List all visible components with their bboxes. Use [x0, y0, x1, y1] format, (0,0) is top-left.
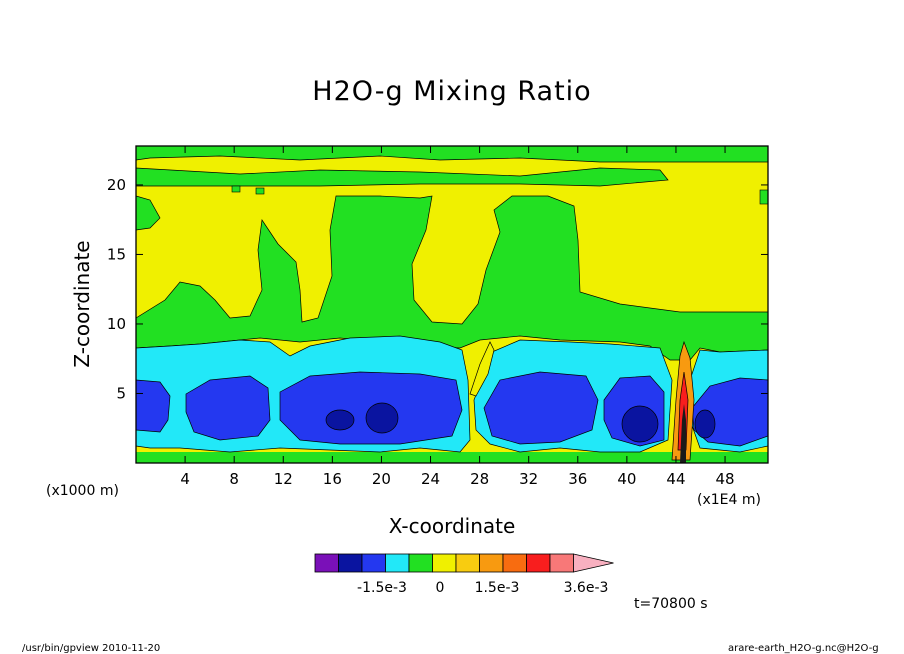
y-tick-label: 15: [107, 245, 126, 263]
colorbar-swatch: [361, 553, 386, 573]
y-tick-label: 20: [107, 176, 126, 194]
colorbar-swatch: [385, 553, 410, 573]
small-green-patch: [759, 189, 768, 205]
colorbar-label: -1.5e-3: [357, 580, 407, 596]
colorbar-swatch: [526, 553, 551, 573]
top-green-band: [136, 146, 768, 163]
x-tick-label: 48: [716, 470, 735, 488]
colorbar-swatch: [455, 553, 480, 573]
x-tick-label: 36: [568, 470, 587, 488]
x-tick-label: 4: [180, 470, 190, 488]
x-tick-label: 44: [666, 470, 685, 488]
x-tick-label: 8: [229, 470, 239, 488]
y-axis-label: Z-coordinate: [70, 240, 94, 368]
dark-core-1: [325, 409, 355, 431]
x-tick-label: 32: [519, 470, 538, 488]
anomaly-dark: [680, 404, 686, 463]
yellow-tongue: [469, 341, 495, 397]
time-label: t=70800 s: [634, 596, 708, 612]
blue-cell-4: [483, 371, 599, 445]
x-tick-label: 12: [274, 470, 293, 488]
contour-fill: [136, 146, 768, 463]
small-green-patch: [231, 185, 241, 193]
chart-title: H2O-g Mixing Ratio: [312, 76, 592, 107]
colorbar-swatch: [314, 553, 339, 573]
dark-core-3: [621, 405, 659, 443]
dark-core-4: [694, 409, 716, 439]
plot-frame: [135, 145, 769, 464]
colorbar: -1.5e-3 0 1.5e-3 3.6e-3: [314, 553, 614, 596]
bottom-green: [136, 452, 768, 463]
colorbar-swatch: [338, 553, 363, 573]
x-tick-label: 24: [421, 470, 440, 488]
y-tick-label: 10: [107, 315, 126, 333]
footer-right: arare-earth_H2O-g.nc@H2O-g: [728, 643, 879, 654]
x-unit-left: (x1000 m): [46, 483, 119, 499]
green-mid-layer: [136, 195, 161, 231]
colorbar-swatch: [549, 553, 574, 573]
footer-left: /usr/bin/gpview 2010-11-20: [22, 643, 161, 654]
x-axis-label: X-coordinate: [388, 514, 516, 538]
colorbar-label: 1.5e-3: [475, 580, 520, 596]
colorbar-label: 0: [436, 580, 445, 596]
x-tick-label: 16: [323, 470, 342, 488]
colorbar-swatch: [502, 553, 527, 573]
colorbar-swatch: [408, 553, 433, 573]
dark-core-2: [365, 402, 399, 434]
colorbar-swatch: [479, 553, 504, 573]
x-tick-label: 28: [470, 470, 489, 488]
x-unit-right: (x1E4 m): [697, 492, 761, 508]
y-tick-label: 5: [116, 384, 126, 402]
blue-cell-2: [185, 375, 271, 441]
colorbar-arrow: [573, 553, 614, 573]
green-lower-layer: [136, 195, 768, 361]
x-tick-label: 40: [617, 470, 636, 488]
colorbar-label: 3.6e-3: [564, 580, 609, 596]
green-band-20: [136, 167, 669, 187]
blue-cell-1: [136, 379, 171, 433]
x-tick-label: 20: [372, 470, 391, 488]
small-green-patch: [255, 187, 265, 195]
colorbar-swatch: [432, 553, 457, 573]
